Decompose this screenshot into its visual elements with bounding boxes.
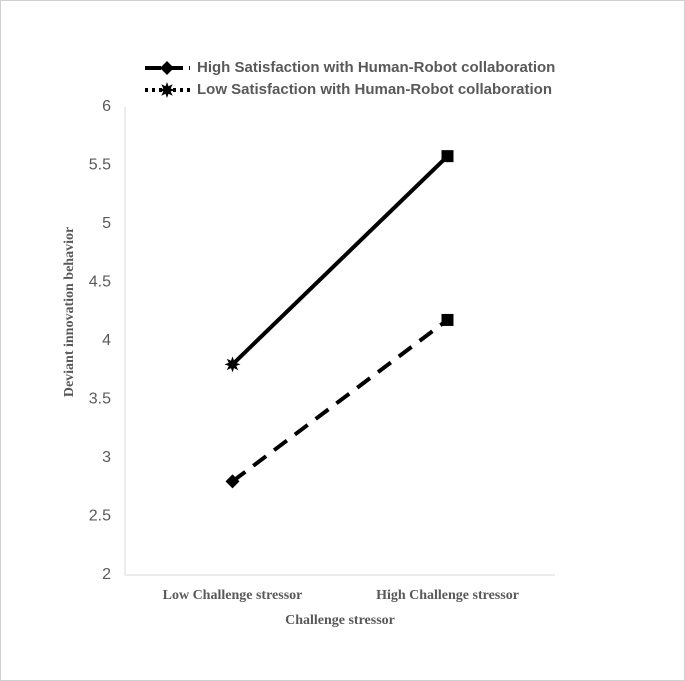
data-point: [224, 356, 241, 373]
point-marker: [224, 356, 241, 373]
legend-label: High Satisfaction with Human-Robot colla…: [197, 59, 555, 76]
x-axis-title: Challenge stressor: [285, 613, 395, 628]
legend-label: Low Satisfaction with Human-Robot collab…: [197, 81, 552, 98]
point-marker: [441, 313, 454, 326]
point-marker: [441, 150, 454, 163]
y-tick-label: 2.5: [89, 508, 111, 525]
legend-marker: [160, 61, 174, 75]
y-axis-title: Deviant innovation behavior: [62, 227, 77, 397]
y-tick-label: 3: [102, 449, 111, 466]
y-tick-label: 5.5: [89, 157, 111, 174]
legend-marker: [159, 82, 175, 98]
x-tick-label: High Challenge stressor: [376, 588, 519, 603]
y-tick-label: 3.5: [89, 391, 111, 408]
y-tick-label: 6: [102, 98, 111, 115]
data-point: [225, 474, 240, 489]
data-point: [441, 313, 454, 326]
data-point: [441, 150, 454, 163]
y-tick-label: 4.5: [89, 274, 111, 291]
x-tick-label: Low Challenge stressor: [163, 588, 303, 603]
series-line: [231, 318, 449, 483]
point-marker: [225, 474, 240, 489]
y-tick-label: 4: [102, 332, 111, 349]
y-tick-label: 5: [102, 215, 111, 232]
y-tick-label: 2: [102, 566, 111, 583]
series-line: [231, 154, 449, 366]
